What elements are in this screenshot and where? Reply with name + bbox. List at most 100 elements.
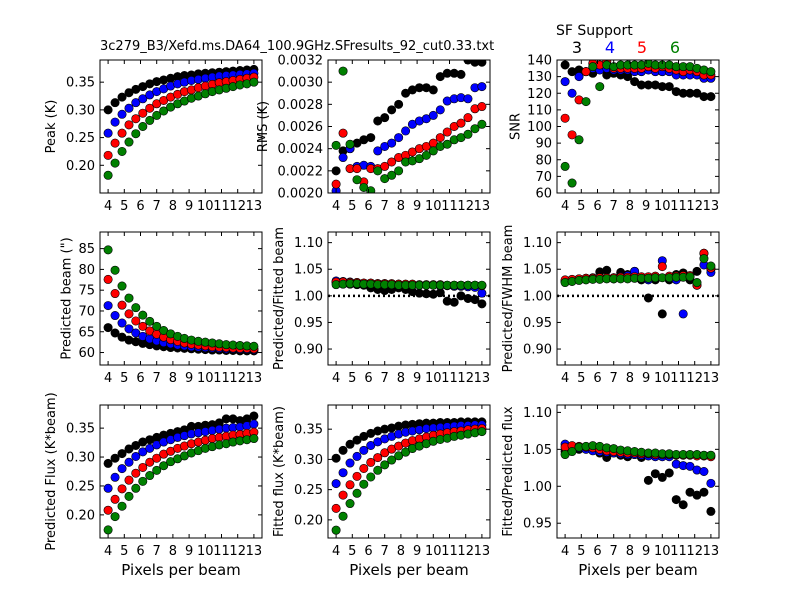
point-series-5: [124, 475, 134, 485]
x-tick-label: 7: [610, 371, 618, 386]
x-tick-label: 5: [577, 371, 585, 386]
point-series-5: [463, 113, 473, 123]
y-tick-label: 0.0026: [278, 120, 324, 135]
y-axis-label: Predicted/FWHM beam: [501, 225, 516, 373]
panel-5: 4 5 6 7 8 9 10 11 12 13 0.90 0.95 1.00 1.05 1.10 Predic…: [272, 227, 491, 386]
x-axis-label: Pixels per beam: [121, 561, 241, 579]
point-series-3: [602, 265, 612, 275]
y-tick-label: 0.95: [523, 316, 552, 331]
point-series-6: [152, 110, 162, 120]
point-series-6: [138, 476, 148, 486]
x-tick-label: 11: [213, 199, 230, 214]
y-tick-label: 0.95: [523, 517, 552, 532]
data-points: [560, 248, 716, 319]
x-tick-label: 12: [686, 371, 703, 386]
x-tick-label: 13: [246, 371, 263, 386]
point-series-6: [110, 512, 120, 522]
x-tick-label: 6: [364, 371, 372, 386]
point-series-6: [359, 479, 369, 489]
point-series-4: [567, 88, 577, 98]
point-series-6: [394, 166, 404, 176]
x-tick-label: 4: [332, 371, 340, 386]
data-points: [560, 60, 716, 188]
x-tick-label: 7: [153, 544, 161, 559]
point-series-6: [103, 170, 113, 180]
y-axis-label: Predicted/Fitted beam: [272, 227, 287, 370]
point-series-3: [117, 92, 127, 102]
x-tick-label: 13: [703, 544, 720, 559]
point-series-5: [110, 494, 120, 504]
y-tick-label: 0.0024: [278, 142, 324, 157]
x-tick-label: 6: [364, 199, 372, 214]
point-series-6: [145, 316, 155, 326]
point-series-6: [145, 115, 155, 125]
y-tick-label: 0.35: [66, 422, 95, 437]
x-tick-label: 5: [120, 199, 128, 214]
point-series-6: [138, 122, 148, 132]
point-series-4: [117, 318, 127, 328]
x-tick-label: 5: [577, 544, 585, 559]
y-tick-label: 0.25: [294, 483, 323, 498]
point-series-4: [574, 72, 584, 82]
point-series-4: [124, 324, 134, 334]
legend-entry-6: 6: [670, 38, 680, 57]
x-tick-label: 8: [626, 371, 634, 386]
y-tick-label: 100: [527, 120, 552, 135]
x-tick-label: 8: [169, 371, 177, 386]
point-series-4: [706, 478, 716, 488]
legend-entry-4: 4: [605, 38, 615, 57]
x-tick-label: 6: [593, 544, 601, 559]
point-series-4: [131, 98, 141, 108]
x-tick-label: 6: [136, 544, 144, 559]
point-series-5: [131, 114, 141, 124]
data-points: [331, 417, 487, 535]
axes-frame: [556, 404, 720, 539]
data-points: [331, 60, 487, 193]
point-series-3: [117, 449, 127, 459]
point-series-6: [352, 175, 362, 185]
point-series-6: [131, 303, 141, 313]
point-series-6: [117, 281, 127, 291]
point-series-3: [678, 500, 688, 510]
point-series-3: [699, 487, 709, 497]
point-series-6: [567, 178, 577, 188]
y-tick-label: 0.0032: [278, 54, 324, 69]
y-tick-label: 70: [535, 170, 552, 185]
x-tick-label: 5: [348, 199, 356, 214]
point-series-5: [567, 130, 577, 140]
x-tick-label: 10: [654, 199, 671, 214]
x-tick-label: 8: [169, 544, 177, 559]
point-series-6: [124, 137, 134, 147]
point-series-3: [643, 293, 653, 303]
x-tick-label: 7: [381, 371, 389, 386]
point-series-6: [366, 472, 376, 482]
point-series-5: [138, 321, 148, 331]
point-series-6: [595, 82, 605, 92]
axes-frame: [99, 59, 263, 194]
y-axis-label: SNR: [509, 113, 524, 140]
x-tick-label: 4: [332, 199, 340, 214]
x-tick-label: 9: [185, 544, 193, 559]
x-tick-label: 7: [153, 199, 161, 214]
point-series-3: [345, 439, 355, 449]
x-tick-label: 4: [561, 544, 569, 559]
point-series-4: [560, 77, 570, 87]
point-series-4: [117, 464, 127, 474]
point-series-6: [477, 119, 487, 129]
y-axis-label: Predicted Flux (K*beam): [44, 392, 59, 550]
point-series-6: [138, 310, 148, 320]
point-series-3: [394, 99, 404, 109]
point-series-6: [442, 139, 452, 149]
point-series-5: [380, 448, 390, 458]
x-tick-label: 6: [364, 544, 372, 559]
point-series-6: [567, 447, 577, 457]
x-tick-label: 9: [413, 199, 421, 214]
panel-4: 4 5 6 7 8 9 10 11 12 13 60 65 70 75 80 85 Predicted beam…: [59, 231, 263, 386]
point-series-6: [706, 261, 716, 271]
point-series-6: [692, 278, 702, 288]
panel-8: 4 5 6 7 8 9 10 11 12 13 0.20 0.25 0.30 0.35 Fitted flu…: [272, 404, 491, 579]
point-series-6: [331, 140, 341, 150]
data-points: [103, 245, 259, 356]
y-tick-label: 60: [78, 346, 95, 361]
